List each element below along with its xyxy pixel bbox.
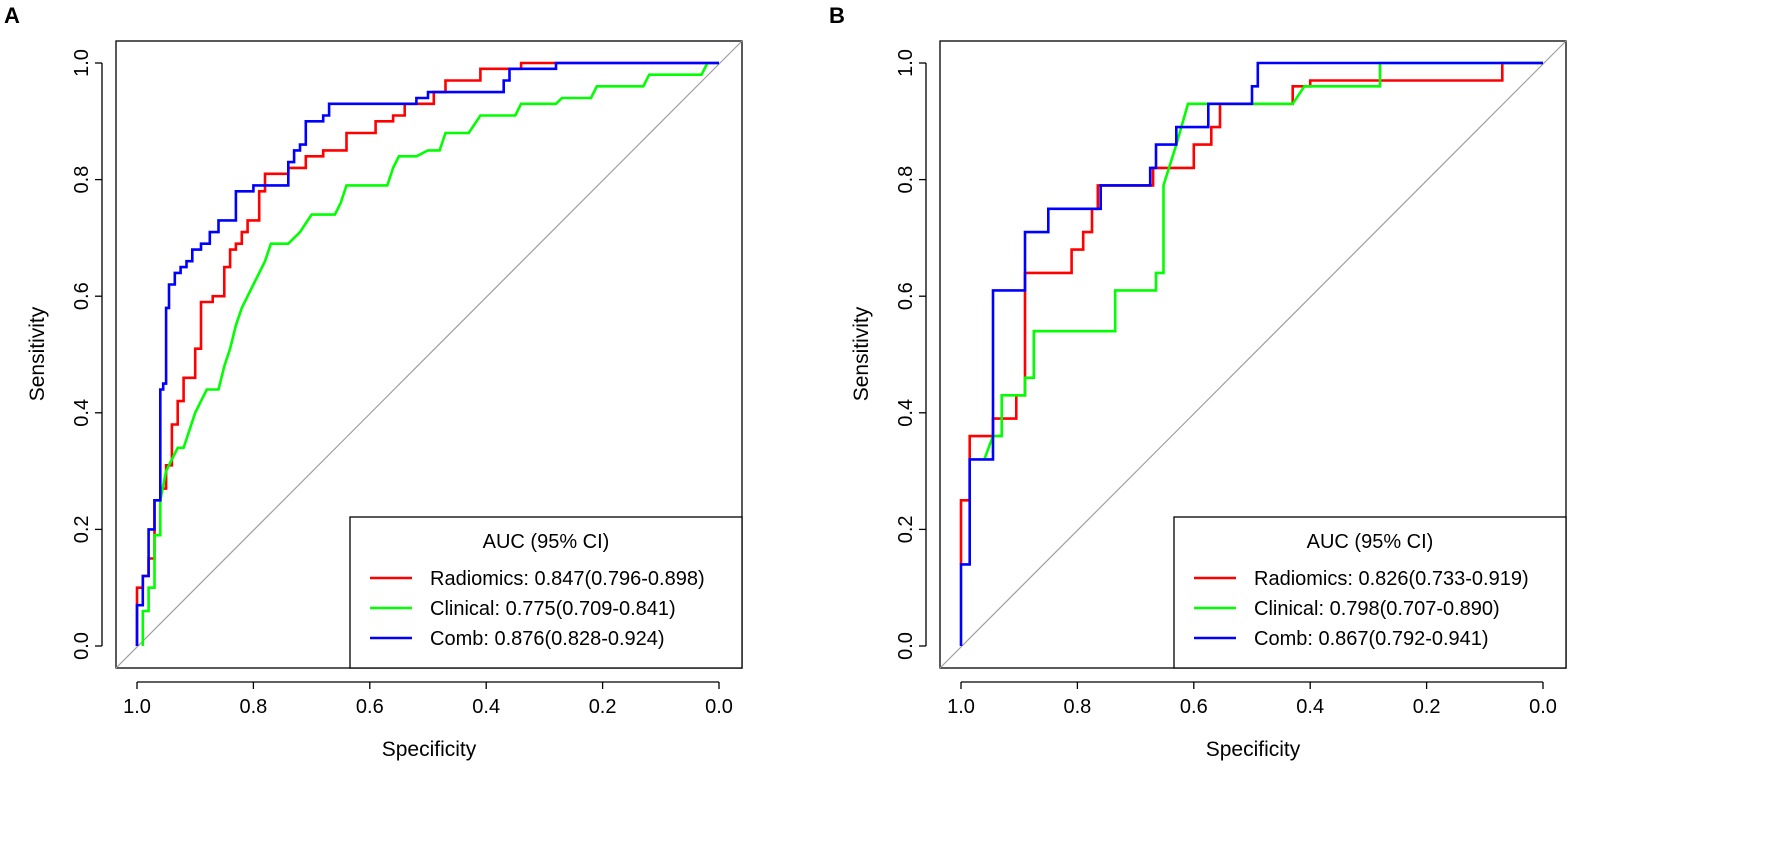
legend-label-comb: Comb: 0.876(0.828-0.924)	[430, 628, 665, 650]
x-tick-label: 1.0	[123, 696, 151, 718]
y-tick-label: 1.0	[71, 49, 93, 77]
y-tick-label: 0.0	[71, 632, 93, 660]
legend: AUC (95% CI) Radiomics: 0.847(0.796-0.89…	[349, 516, 743, 669]
x-tick-label: 0.2	[589, 696, 617, 718]
roc-curve-comb	[959, 61, 1543, 646]
reference-diagonal	[939, 40, 1567, 669]
roc-curves	[135, 61, 719, 646]
y-axis: 0.0 0.2 0.4 0.6 0.8 1.0	[71, 49, 103, 660]
y-tick-label: 1.0	[895, 49, 917, 77]
y-axis-title: Sensitivity	[26, 306, 49, 401]
panel-label: A	[4, 3, 20, 28]
legend-box	[1173, 516, 1567, 669]
x-tick-label: 0.8	[1063, 696, 1091, 718]
legend: AUC (95% CI) Radiomics: 0.826(0.733-0.91…	[1173, 516, 1567, 669]
legend-label-clinical: Clinical: 0.775(0.709-0.841)	[430, 598, 676, 620]
x-tick-label: 0.0	[705, 696, 733, 718]
y-tick-label: 0.6	[895, 282, 917, 310]
x-tick-label: 1.0	[947, 696, 975, 718]
reference-diagonal	[115, 40, 743, 669]
x-tick-label: 0.8	[239, 696, 267, 718]
x-tick-label: 0.2	[1413, 696, 1441, 718]
legend-label-radiomics: Radiomics: 0.847(0.796-0.898)	[430, 568, 705, 590]
x-axis-title: Specificity	[382, 738, 477, 761]
y-tick-label: 0.0	[895, 632, 917, 660]
legend-label-clinical: Clinical: 0.798(0.707-0.890)	[1254, 598, 1500, 620]
roc-curve-clinical	[983, 61, 1543, 460]
roc-panel-a: A 1.0 0.8 0.6 0.4 0.2 0.0 0.00.20.40.60.81.0 …	[4, 3, 743, 761]
x-tick-label: 0.4	[1296, 696, 1324, 718]
x-axis: 1.0 0.8 0.6 0.4 0.2 0.0	[947, 681, 1557, 718]
x-tick-label: 0.6	[1180, 696, 1208, 718]
y-axis-title: Sensitivity	[850, 306, 873, 401]
roc-panel-b: B 1.0 0.8 0.6 0.4 0.2 0.0 0.00.20.40.60.81.0 …	[829, 3, 1567, 761]
x-tick-label: 0.4	[472, 696, 500, 718]
y-tick-label: 0.8	[895, 166, 917, 194]
legend-title: AUC (95% CI)	[1307, 531, 1434, 553]
roc-curve-comb	[135, 61, 719, 646]
roc-curve-radiomics	[135, 61, 719, 646]
legend-box	[349, 516, 743, 669]
y-axis: 0.0 0.2 0.4 0.6 0.8 1.0	[895, 49, 927, 660]
x-tick-label: 0.0	[1529, 696, 1557, 718]
roc-curve-clinical	[141, 61, 719, 646]
roc-curve-radiomics	[959, 61, 1543, 565]
y-tick-label: 0.2	[71, 515, 93, 543]
x-axis-title: Specificity	[1206, 738, 1301, 761]
legend-title: AUC (95% CI)	[483, 531, 610, 553]
legend-label-radiomics: Radiomics: 0.826(0.733-0.919)	[1254, 568, 1529, 590]
roc-curves	[959, 61, 1543, 646]
legend-label-comb: Comb: 0.867(0.792-0.941)	[1254, 628, 1489, 650]
y-tick-label: 0.8	[71, 166, 93, 194]
x-axis: 1.0 0.8 0.6 0.4 0.2 0.0	[123, 681, 733, 718]
x-tick-label: 0.6	[356, 696, 384, 718]
y-tick-label: 0.4	[895, 399, 917, 427]
panel-label: B	[829, 3, 845, 28]
y-tick-label: 0.4	[71, 399, 93, 427]
y-tick-label: 0.6	[71, 282, 93, 310]
y-tick-label: 0.2	[895, 515, 917, 543]
